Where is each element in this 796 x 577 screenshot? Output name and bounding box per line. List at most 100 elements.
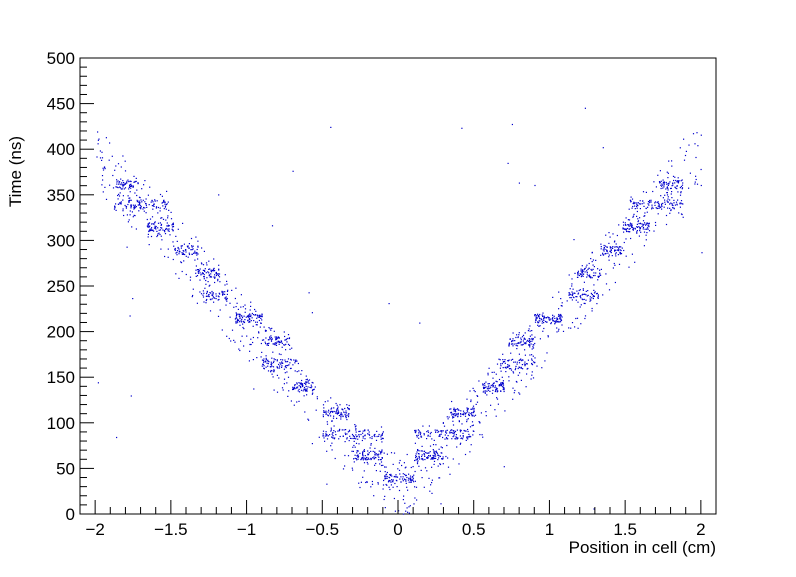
data-point: [613, 262, 615, 265]
data-point: [260, 322, 262, 324]
data-point: [206, 290, 208, 292]
data-point: [469, 426, 472, 428]
data-point: [289, 362, 291, 364]
data-point: [669, 203, 671, 205]
data-point: [495, 415, 497, 417]
data-point: [217, 280, 219, 282]
data-point: [217, 278, 219, 280]
data-point: [257, 337, 259, 339]
data-point: [217, 273, 219, 275]
data-point: [359, 452, 361, 454]
data-point: [278, 340, 280, 342]
data-point: [362, 453, 364, 455]
data-point: [636, 205, 638, 208]
data-point: [582, 289, 584, 291]
data-point: [342, 415, 344, 418]
data-point: [675, 201, 678, 203]
data-point: [631, 198, 634, 200]
data-point: [471, 425, 473, 427]
data-point: [267, 365, 269, 367]
data-point: [509, 338, 511, 340]
data-point: [214, 276, 216, 278]
data-point: [464, 430, 466, 432]
data-point: [452, 416, 454, 418]
data-point: [131, 211, 133, 213]
data-point: [116, 183, 118, 185]
data-point: [534, 184, 536, 187]
data-point: [357, 454, 359, 456]
data-point: [123, 182, 125, 184]
data-point: [234, 297, 236, 300]
data-point: [275, 344, 278, 346]
data-point: [405, 510, 407, 512]
data-point: [229, 302, 231, 304]
data-point: [406, 486, 408, 488]
data-point: [430, 458, 432, 460]
data-point: [334, 431, 336, 433]
data-point: [291, 347, 293, 349]
data-point: [362, 476, 364, 478]
data-point: [341, 429, 343, 431]
data-point: [333, 430, 335, 432]
data-point: [211, 271, 213, 273]
data-point: [539, 318, 541, 320]
data-point: [538, 315, 540, 317]
data-point: [302, 385, 304, 387]
data-point: [595, 293, 598, 295]
data-point: [250, 314, 252, 316]
data-point: [513, 392, 515, 394]
data-point: [660, 195, 662, 197]
data-point: [148, 244, 150, 246]
data-point: [524, 365, 526, 367]
data-point: [452, 413, 454, 415]
data-point: [453, 413, 455, 415]
data-point: [644, 215, 646, 217]
data-point: [617, 250, 620, 252]
data-point: [412, 466, 414, 468]
data-point: [224, 293, 226, 295]
data-point: [614, 253, 617, 255]
data-point: [402, 476, 404, 478]
data-point: [356, 452, 358, 454]
data-point: [122, 180, 124, 182]
data-point: [347, 431, 349, 433]
data-point: [210, 270, 212, 272]
data-point: [612, 246, 614, 248]
data-point: [354, 454, 356, 456]
data-point: [281, 387, 284, 389]
data-point: [167, 224, 169, 226]
data-point: [353, 437, 355, 440]
data-point: [354, 437, 356, 439]
data-point: [164, 255, 166, 258]
data-point: [586, 271, 588, 273]
data-point: [151, 205, 153, 207]
data-point: [495, 388, 498, 390]
data-point: [175, 252, 177, 254]
data-point: [427, 434, 429, 436]
data-point: [355, 438, 357, 440]
data-point: [163, 208, 165, 210]
data-point: [368, 458, 370, 460]
data-point: [428, 425, 430, 427]
data-point: [453, 414, 455, 416]
data-point: [292, 388, 294, 391]
data-point: [695, 156, 697, 159]
data-point: [689, 172, 691, 174]
data-point: [534, 314, 537, 316]
data-point: [261, 314, 263, 316]
data-point: [205, 279, 207, 282]
data-point: [529, 340, 531, 342]
data-point: [327, 414, 329, 416]
data-point: [127, 203, 129, 206]
data-point: [218, 273, 221, 275]
data-point: [605, 273, 607, 275]
data-point: [602, 254, 605, 256]
data-point: [657, 201, 659, 203]
data-point: [627, 224, 629, 226]
data-point: [628, 208, 630, 210]
data-point: [671, 160, 673, 162]
data-point: [96, 156, 98, 158]
data-point: [357, 458, 359, 460]
data-point: [114, 205, 116, 207]
data-point: [467, 438, 469, 440]
